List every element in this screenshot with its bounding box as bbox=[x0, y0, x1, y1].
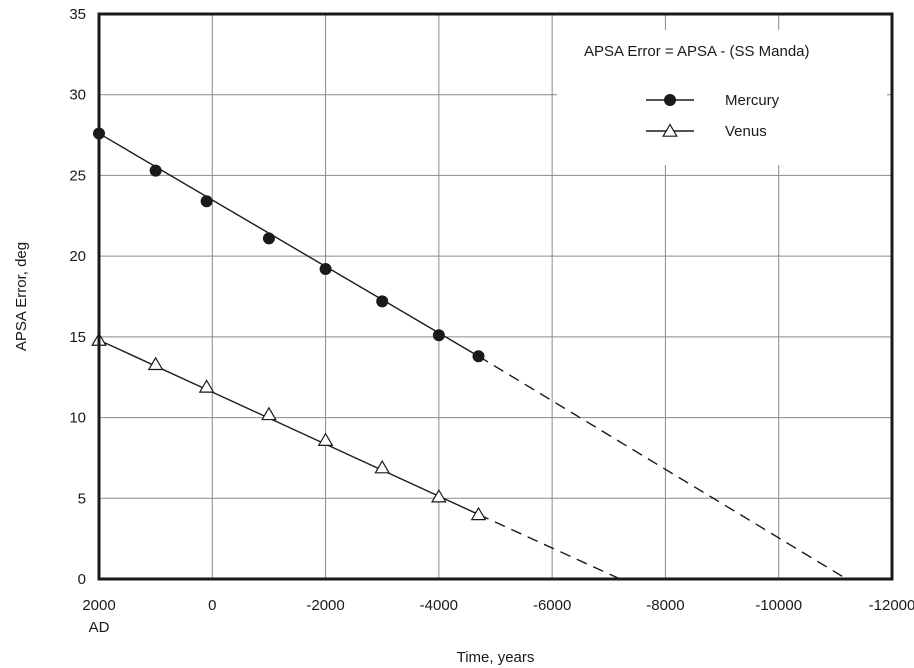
y-tick-label: 35 bbox=[69, 6, 86, 23]
x-tick-label: -8000 bbox=[646, 597, 684, 614]
x-tick-label: -10000 bbox=[755, 597, 802, 614]
data-point-marker bbox=[470, 506, 487, 521]
data-point-marker bbox=[376, 295, 389, 308]
x-tick-label: -4000 bbox=[420, 597, 458, 614]
y-tick-label: 20 bbox=[69, 248, 86, 265]
data-point-marker bbox=[374, 459, 391, 474]
y-tick-label: 30 bbox=[69, 87, 86, 104]
extrapolation-line bbox=[478, 355, 848, 580]
series-layer bbox=[91, 127, 848, 580]
data-point-marker bbox=[149, 164, 162, 177]
data-point-marker bbox=[262, 232, 275, 245]
y-tick-label: 10 bbox=[69, 410, 86, 427]
x-tick-sublabel: AD bbox=[89, 619, 110, 636]
data-point-marker bbox=[319, 263, 332, 276]
x-tick-label: 2000 bbox=[82, 597, 115, 614]
y-tick-label: 0 bbox=[78, 571, 86, 588]
data-point-marker bbox=[200, 195, 213, 208]
data-point-marker bbox=[317, 432, 334, 446]
legend: APSA Error = APSA - (SS Manda) Mercury Ve… bbox=[557, 30, 887, 165]
tick-labels: 2000 0 -2000 -4000 -6000 -8000 -10000 -12000 AD 0… bbox=[69, 6, 914, 636]
extrapolation-line bbox=[478, 513, 621, 580]
x-tick-label: -2000 bbox=[306, 597, 344, 614]
x-axis-label: Time, years bbox=[457, 649, 535, 666]
legend-background bbox=[557, 30, 887, 165]
y-tick-label: 15 bbox=[69, 329, 86, 346]
data-point-marker bbox=[472, 350, 485, 363]
data-point-marker bbox=[662, 123, 678, 137]
legend-label: Venus bbox=[725, 123, 767, 140]
series-mercury bbox=[93, 127, 848, 580]
x-tick-label: -12000 bbox=[869, 597, 914, 614]
annotation-text: APSA Error = APSA - (SS Manda) bbox=[584, 43, 810, 60]
fit-line bbox=[98, 132, 479, 357]
data-point-marker bbox=[147, 356, 164, 371]
plot-frame bbox=[97, 12, 894, 581]
x-tick-label: 0 bbox=[208, 597, 216, 614]
y-tick-label: 5 bbox=[78, 490, 86, 507]
series-venus bbox=[91, 332, 621, 580]
y-axis-label: APSA Error, deg bbox=[13, 242, 30, 351]
y-tick-label: 25 bbox=[69, 167, 86, 184]
data-point-marker bbox=[664, 94, 676, 106]
data-point-marker bbox=[261, 406, 277, 421]
x-tick-label: -6000 bbox=[533, 597, 571, 614]
data-point-marker bbox=[432, 329, 445, 342]
legend-label: Mercury bbox=[725, 92, 780, 109]
data-point-marker bbox=[430, 488, 447, 503]
data-point-marker bbox=[198, 379, 215, 393]
